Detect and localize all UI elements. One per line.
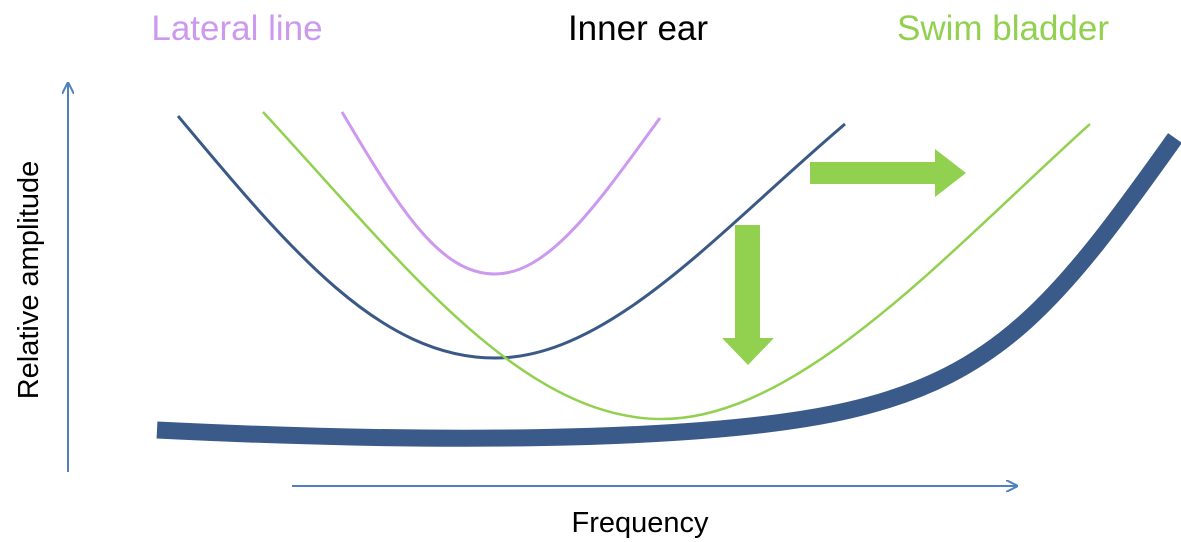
inner-ear-label: Inner ear: [568, 9, 708, 48]
y-axis-label: Relative amplitude: [13, 161, 45, 400]
lateral-line-label: Lateral line: [151, 9, 322, 48]
right-arrow: [810, 149, 966, 197]
down-arrow: [722, 225, 774, 365]
x-axis-label: Frequency: [571, 507, 709, 539]
thick-curve: [156, 133, 1181, 447]
inner-ear-curve: [176, 115, 846, 360]
swim-bladder-label: Swim bladder: [897, 9, 1109, 48]
swim-bladder-curve: [262, 111, 1091, 421]
lateral-line-curve: [340, 111, 662, 276]
